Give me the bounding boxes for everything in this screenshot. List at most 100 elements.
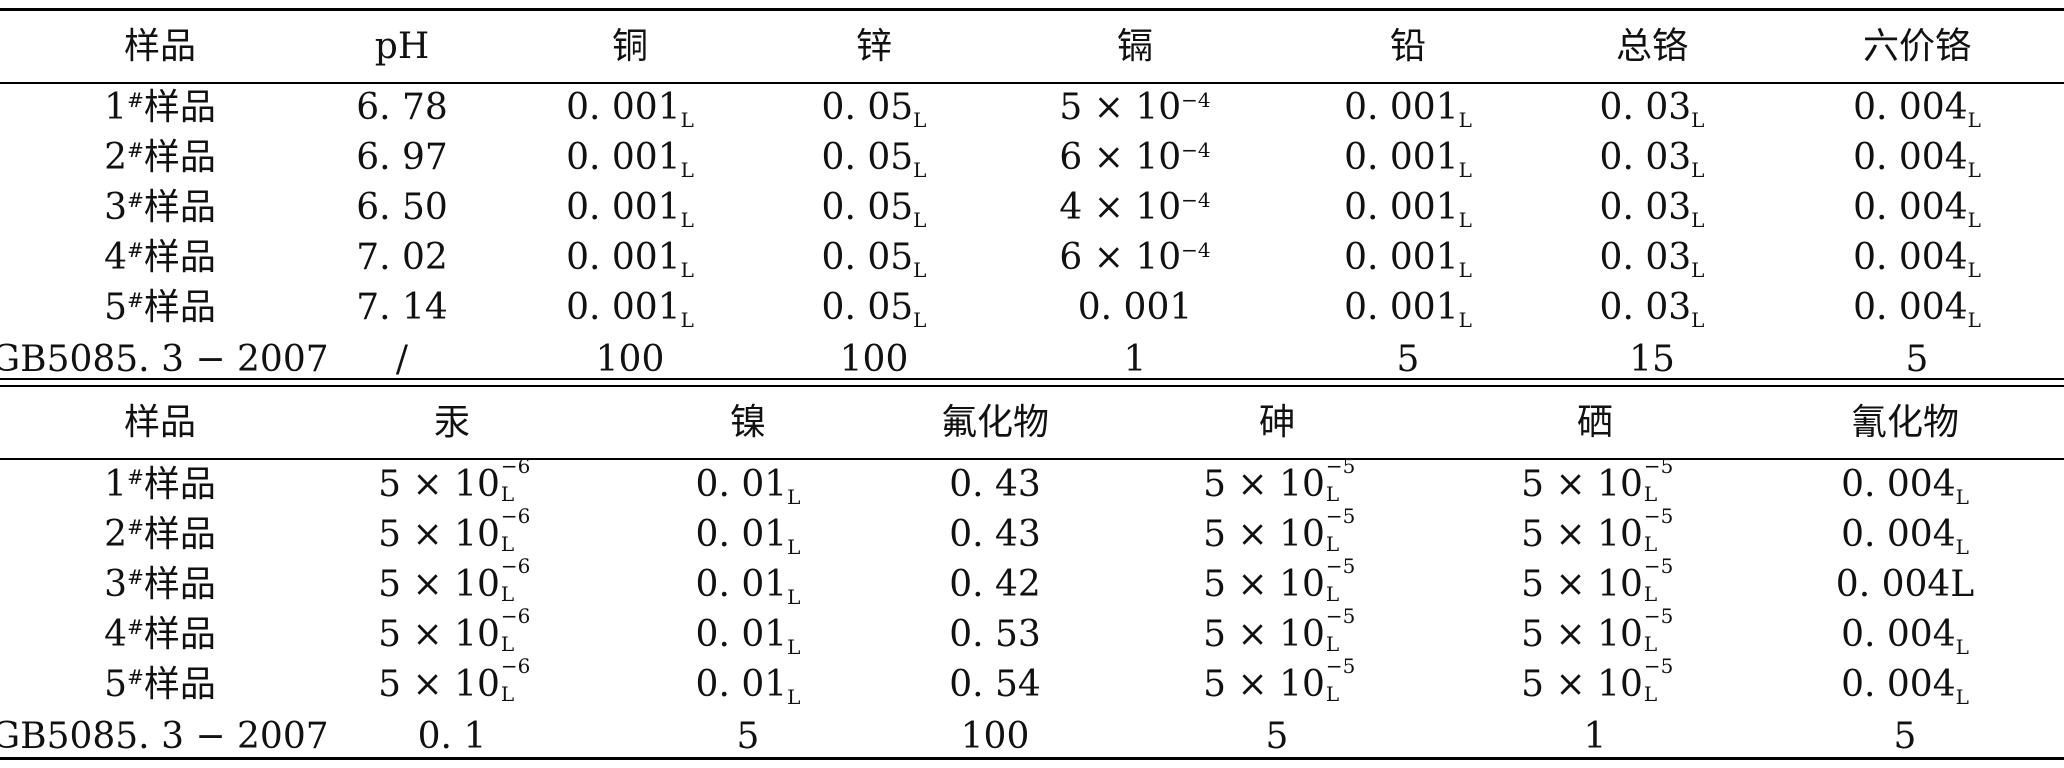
header-label: 铅 [1389,26,1427,67]
column-header: 硒 [1577,403,1613,443]
sample-number: 3 [104,564,128,605]
value-text: 100 [839,339,909,380]
exponent: −5 [1325,554,1356,578]
zinc-value: 0. 05L [822,238,927,281]
header-label: 硒 [1576,402,1614,443]
arsenic-value: 5 × 10 −5 L [1203,656,1355,705]
ph-value: 7. 02 [356,238,448,278]
value-text: 0. 004 [1853,237,1968,278]
detection-limit-mark: L [1967,158,1981,182]
value-text: 0. 004 [1841,514,1956,555]
cadmium-value: 6 × 10−4 [1059,238,1210,278]
script-stack: −6 L [500,506,530,554]
value-text: 0. 004 [1853,287,1968,328]
value-text: 5 × 10 [1521,664,1643,705]
ph-value: 6. 78 [356,88,448,128]
standard-value: 5 [1397,340,1420,380]
value-text: 6 × 10 [1059,137,1182,178]
value-text: 5 × 10 [1203,464,1325,505]
cyanide-value: 0. 004L [1841,514,1969,558]
value-text: 0. 03 [1599,137,1692,178]
value-text: 7. 02 [356,237,448,278]
detection-limit-mark: L [787,585,801,609]
value-text: 5 × 10 [1521,514,1643,555]
value-text: 0. 53 [949,614,1041,655]
detection-limit-mark: L [913,208,927,232]
value-text: 0. 001 [1077,287,1193,328]
fluoride-value: 0. 53 [949,615,1041,655]
arsenic-value: 5 × 10 −5 L [1203,606,1355,655]
detection-limit-mark: L [1691,208,1705,232]
lead-value: 0. 001L [1344,138,1472,181]
lead-value: 0. 001L [1344,88,1472,131]
value-text: 0. 004 [1853,187,1968,228]
column-header: 铅 [1390,27,1426,67]
exponent: −5 [1325,654,1356,678]
script-stack: −6 L [500,656,530,704]
sample-label: 3#样品 [104,188,216,228]
sample-label: 3#样品 [104,565,216,605]
value-text: 5 [1893,716,1917,757]
detection-limit-mark: L [1955,685,1969,709]
detection-limit-mark: L [913,158,927,182]
fluoride-value: 0. 54 [949,665,1041,705]
exponent: −5 [1643,554,1674,578]
sample-number: 1 [104,87,128,128]
value-text: 0. 01 [695,514,788,555]
value-text: 6. 50 [356,187,448,228]
zinc-value: 0. 05L [822,188,927,231]
header-label: 镍 [729,402,767,443]
script-stack: −5 L [1643,556,1673,604]
sample-name: 样品 [143,87,216,128]
total-chromium-value: 0. 03L [1600,88,1705,131]
lead-value: 0. 001L [1344,187,1472,231]
detection-limit-mark: L [680,208,694,232]
exponent: −6 [500,654,531,678]
standard-value: 5 [1894,717,1917,757]
sample-name: 样品 [143,287,216,328]
standard-value: 100 [596,340,665,380]
sample-mark: # [127,88,144,112]
exponent: −4 [1181,138,1211,162]
hexavalent-chromium-value: 0. 004L [1853,287,1981,331]
detection-limit-mark: L [913,108,927,132]
header-rule-top [0,82,2064,84]
value-text: 0. 05 [821,137,914,178]
column-header: 砷 [1259,403,1295,443]
value-text: 100 [595,339,665,380]
standard-value: / [396,340,408,380]
value-text: 5 × 10 [1059,87,1182,128]
value-text: 0. 001 [1344,187,1459,228]
value-text: 15 [1629,339,1675,380]
standard-value: 0. 1 [418,717,487,757]
sample-number: 2 [104,137,128,178]
detection-limit-mark: L [1691,308,1705,332]
detection-limit-mark: L [1643,482,1658,506]
exponent: −5 [1325,604,1356,628]
header-label: 样品 [123,26,197,67]
detection-limit-mark: L [1691,108,1705,132]
detection-limit-mark: L [1967,258,1981,282]
header-label: 六价铬 [1862,26,1972,67]
exponent: −4 [1181,88,1211,112]
ph-value: 7. 14 [356,288,448,328]
selenium-value: 5 × 10 −5 L [1521,456,1673,505]
lead-value: 0. 001L [1344,288,1472,331]
exponent: −6 [500,504,531,528]
value-text: 0. 01 [695,464,788,505]
exponent: −5 [1325,504,1356,528]
hexavalent-chromium-value: 0. 004L [1853,138,1981,181]
ph-value: 6. 50 [356,188,448,228]
column-header: 样品 [124,403,196,443]
exponent: −5 [1643,454,1674,478]
column-header: 样品 [124,27,196,67]
hexavalent-chromium-value: 0. 004L [1853,187,1981,231]
detection-limit-mark: L [680,158,694,182]
sample-mark: # [127,665,144,689]
detection-limit-mark: L [1458,308,1472,332]
header-label: 氟化物 [940,402,1050,443]
script-stack: −5 L [1643,456,1673,504]
value-text: 0. 001 [566,237,681,278]
column-header: 六价铬 [1863,27,1971,67]
value-text: 0. 03 [1599,287,1692,328]
